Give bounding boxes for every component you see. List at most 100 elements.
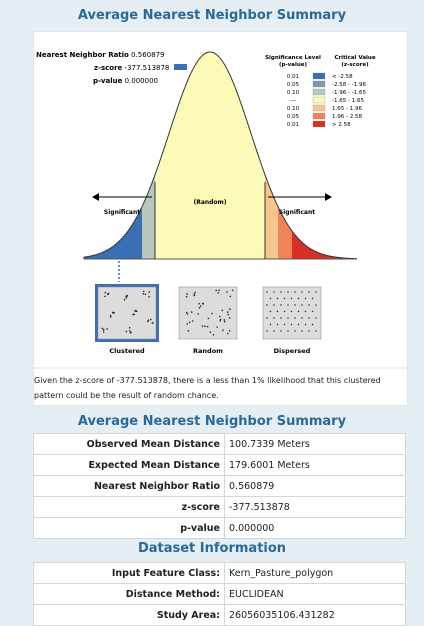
legend-zscore: 1.96 - 2.58: [332, 114, 362, 120]
pattern-point: [201, 302, 204, 305]
dispersed-thumbnail: [262, 286, 322, 340]
pattern-point: [273, 291, 275, 293]
pattern-point: [229, 308, 231, 311]
arrow-left-head-icon: [92, 193, 99, 201]
pattern-point: [308, 291, 310, 293]
pattern-point: [104, 291, 107, 294]
dataset-row: Input Feature Class: Kern_Pasture_polygon: [33, 562, 406, 584]
pattern-point: [287, 304, 289, 306]
pattern-point: [148, 291, 150, 293]
pattern-point: [223, 319, 226, 321]
legend-zscore: -1.65 - 1.65: [332, 98, 364, 104]
pattern-point: [283, 297, 286, 300]
pattern-point: [315, 291, 317, 293]
pattern-point: [294, 291, 296, 293]
graphic-panel: Significant Significant (Random) Nearest…: [33, 31, 408, 406]
nn-ratio-line: Nearest Neighbor Ratio 0.560879: [36, 51, 165, 59]
legend-row: 0.05 -2.58 - -1.96: [287, 80, 366, 88]
pattern-point: [142, 290, 145, 293]
pattern-point: [294, 330, 296, 332]
pattern-point: [304, 323, 307, 326]
summary-row-value: 179.6001 Meters: [224, 454, 406, 476]
normal-curve-outline: [83, 51, 358, 260]
pattern-point: [204, 325, 206, 328]
legend-zscore: -1.96 - -1.65: [332, 90, 366, 96]
pattern-point: [198, 302, 200, 305]
pattern-point: [283, 310, 286, 313]
legend-row: 0.05 1.96 - 2.58: [287, 112, 362, 120]
pattern-point: [269, 310, 272, 313]
pattern-point: [112, 312, 115, 314]
pattern-point: [215, 289, 217, 292]
legend-pvalue: ---: [290, 98, 296, 104]
pattern-point: [206, 325, 209, 328]
legend-row: 0.01 < -2.58: [287, 72, 353, 80]
pattern-point: [151, 322, 154, 324]
pattern-point: [297, 310, 300, 313]
dataset-row: Distance Method: EUCLIDEAN: [33, 583, 406, 605]
pattern-point: [294, 317, 296, 319]
legend-crit-header: Critical Value: [334, 55, 375, 61]
pattern-point: [128, 330, 131, 332]
summary-row-value: 0.000000: [224, 517, 406, 539]
pattern-point: [287, 317, 289, 319]
pattern-point: [266, 317, 268, 319]
summary-row-value: 100.7339 Meters: [224, 433, 406, 455]
pattern-point: [280, 304, 282, 306]
pattern-point: [109, 314, 112, 317]
dataset-title: Dataset Information: [137, 541, 287, 556]
legend-zscore: < -2.58: [332, 74, 353, 80]
pattern-point: [186, 313, 189, 315]
pattern-point: [219, 315, 221, 318]
pattern-point: [229, 295, 232, 298]
summary-row-key: Expected Mean Distance: [33, 454, 225, 476]
pattern-point: [217, 292, 220, 294]
pattern-point: [147, 320, 149, 323]
clustered-label: Clustered: [109, 347, 145, 355]
dataset-row-value: Kern_Pasture_polygon: [224, 562, 406, 584]
pattern-point: [266, 304, 268, 306]
legend-row: 0.01 > 2.58: [287, 120, 351, 128]
pattern-point: [207, 317, 210, 320]
legend-swatch: [312, 96, 326, 104]
legend-swatch: [312, 112, 326, 120]
pattern-point: [102, 328, 105, 331]
summary-row-key: z-score: [33, 496, 225, 518]
legend-row: 0.10 1.65 - 1.96: [287, 104, 362, 112]
pattern-point: [287, 330, 289, 332]
pattern-point: [209, 331, 212, 333]
legend-row: 0.10 -1.96 - -1.65: [287, 88, 366, 96]
legend-row: --- -1.65 - 1.65: [290, 96, 364, 104]
pattern-point: [223, 320, 226, 323]
pattern-point: [135, 310, 138, 313]
dataset-row-value: EUCLIDEAN: [224, 583, 406, 605]
pattern-point: [191, 320, 194, 322]
pattern-point: [188, 321, 191, 324]
dataset-row-key: Input Feature Class:: [33, 562, 225, 584]
pattern-point: [290, 297, 293, 300]
significant-left-label: Significant: [104, 209, 140, 216]
pattern-point: [125, 297, 128, 299]
pattern-point: [185, 295, 188, 298]
pattern-point: [301, 330, 303, 332]
pattern-point: [106, 328, 108, 330]
legend-zscore: -2.58 - -1.96: [332, 82, 366, 88]
pattern-point: [315, 304, 317, 306]
legend-pvalue: 0.10: [287, 106, 300, 112]
legend-sig-subheader: (p-value): [279, 62, 308, 68]
pattern-point: [290, 323, 293, 326]
summary-row-key: p-value: [33, 517, 225, 539]
pattern-point: [185, 311, 188, 314]
pattern-point: [304, 310, 307, 313]
summary-row: p-value 0.000000: [33, 517, 406, 539]
pattern-point: [227, 311, 229, 313]
legend-swatch: [312, 80, 326, 88]
pattern-point: [123, 298, 126, 301]
pattern-point: [212, 334, 215, 336]
pattern-point: [218, 289, 220, 292]
pattern-point: [101, 327, 104, 330]
pattern-point: [227, 313, 229, 316]
legend-swatch: [312, 88, 326, 96]
pattern-point: [149, 318, 152, 321]
pattern-point: [126, 295, 128, 297]
